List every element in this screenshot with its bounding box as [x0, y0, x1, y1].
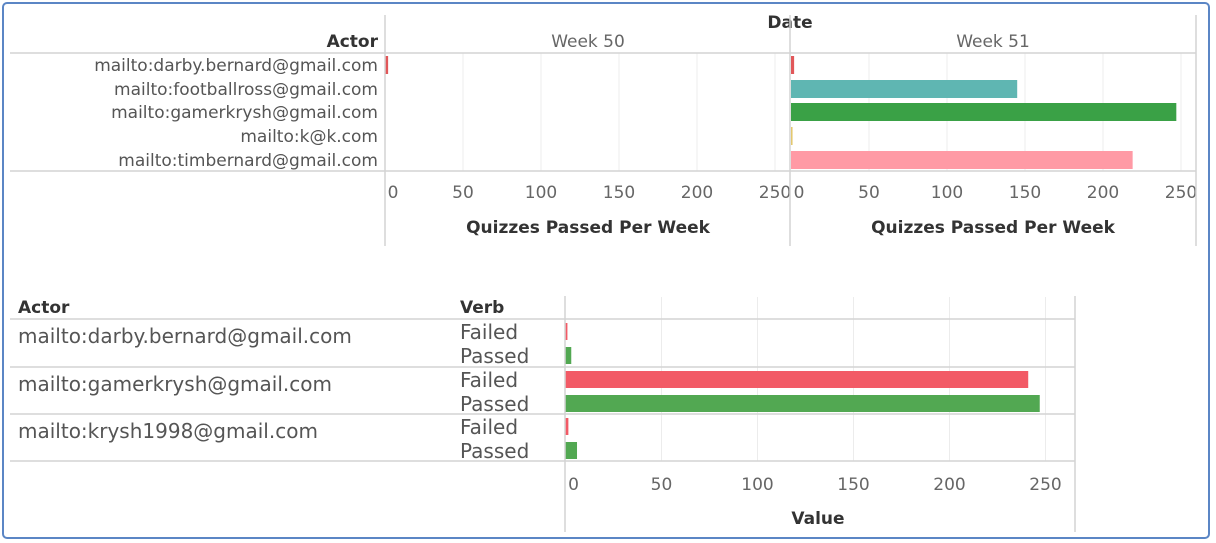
x-axis-title-week-51: Quizzes Passed Per Week [871, 218, 1116, 238]
verb-label: Passed [460, 344, 529, 368]
x-tick-label: 200 [933, 475, 965, 495]
bar-week-51 [791, 151, 1133, 169]
top-chart: Date Actor Week 50 Week 51 Quizzes Passe… [10, 13, 1197, 246]
bottom-chart: Actor Verb Value 0 50 100 150 200 250 mailto:d… [10, 296, 1076, 532]
x-tick-label: 200 [1087, 183, 1119, 203]
row-label: mailto:darby.bernard@gmail.com [94, 56, 378, 76]
bar-week-51 [791, 127, 793, 145]
x-tick-label: 50 [452, 183, 474, 203]
x-tick-label: 50 [651, 475, 673, 495]
verb-label: Passed [460, 392, 529, 416]
bar-failed [565, 418, 569, 435]
row-header-verb: Verb [460, 298, 504, 318]
x-tick-label: 250 [1029, 475, 1061, 495]
row-header-title: Actor [327, 32, 379, 52]
bar-week-51 [791, 103, 1177, 121]
verb-label: Failed [460, 415, 518, 439]
verb-label: Failed [460, 368, 518, 392]
x-tick-label: 0 [568, 475, 579, 495]
row-label: mailto:footballross@gmail.com [114, 80, 378, 100]
bar-week-51 [791, 80, 1018, 98]
verb-label: Failed [460, 320, 518, 344]
bar-passed [565, 347, 572, 364]
x-tick-label: 0 [388, 183, 399, 203]
x-tick-label: 150 [1009, 183, 1041, 203]
x-axis-title-week-50: Quizzes Passed Per Week [466, 218, 711, 238]
row-header-actor: Actor [18, 298, 70, 318]
bar-passed [565, 442, 578, 459]
row-label: mailto:timbernard@gmail.com [118, 151, 378, 171]
actor-label: mailto:gamerkrysh@gmail.com [18, 372, 332, 396]
x-tick-label: 250 [1165, 183, 1197, 203]
panel-header-week-51: Week 51 [956, 32, 1030, 52]
x-tick-label: 150 [603, 183, 635, 203]
x-tick-label: 250 [759, 183, 791, 203]
verb-label: Passed [460, 439, 529, 463]
x-tick-label: 50 [858, 183, 880, 203]
x-tick-label: 100 [931, 183, 963, 203]
bar-passed [565, 395, 1040, 412]
actor-label: mailto:darby.bernard@gmail.com [18, 324, 352, 348]
x-tick-label: 0 [794, 183, 805, 203]
x-tick-label: 100 [525, 183, 557, 203]
row-label: mailto:gamerkrysh@gmail.com [111, 103, 378, 123]
bar-failed [565, 371, 1029, 388]
panel-header-week-50: Week 50 [551, 32, 625, 52]
bar-failed [565, 323, 568, 340]
x-tick-label: 150 [837, 475, 869, 495]
row-label: mailto:k@k.com [240, 127, 378, 147]
x-axis-title: Value [791, 509, 844, 529]
x-tick-label: 200 [681, 183, 713, 203]
actor-label: mailto:krysh1998@gmail.com [18, 419, 318, 443]
bar-week-50 [385, 56, 389, 74]
x-tick-label: 100 [741, 475, 773, 495]
bar-week-51 [791, 56, 795, 74]
